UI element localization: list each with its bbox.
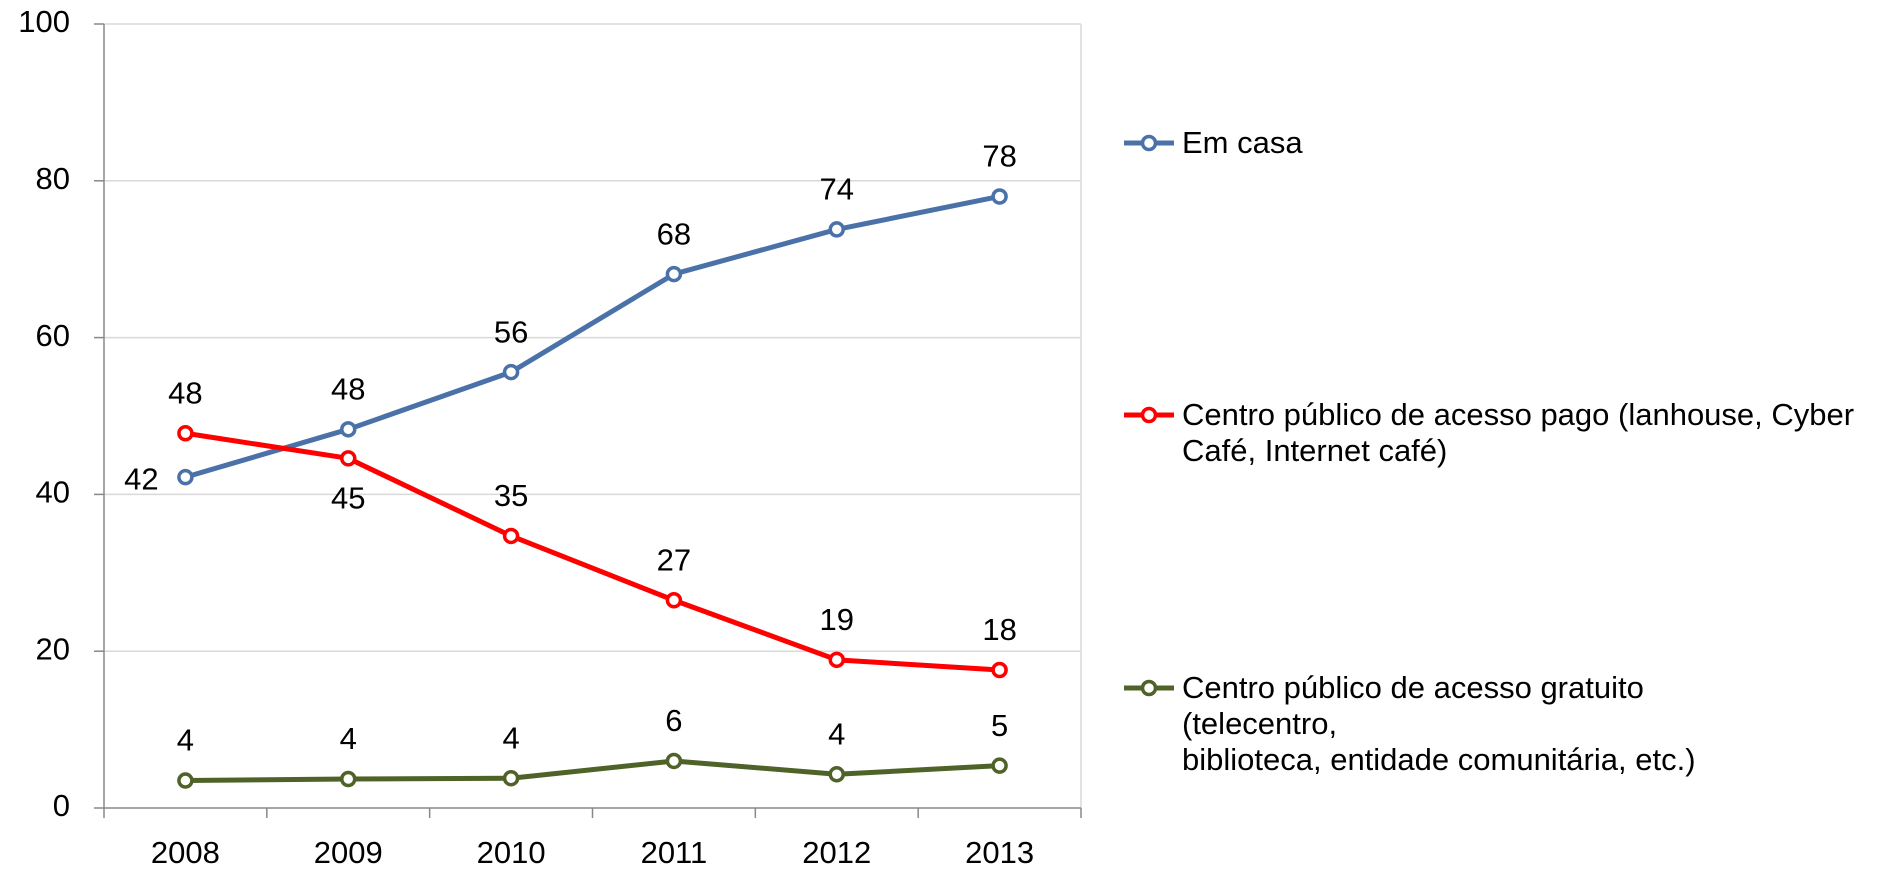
point — [665, 591, 683, 609]
y-tick-label: 100 — [18, 4, 70, 39]
point — [991, 661, 1008, 679]
data-label: 56 — [494, 314, 528, 349]
data-label: 4 — [828, 716, 845, 751]
data-label: 19 — [820, 602, 854, 637]
point — [502, 363, 520, 381]
data-label: 78 — [982, 139, 1016, 174]
point — [828, 651, 845, 669]
point — [177, 468, 194, 486]
data-label: 74 — [820, 172, 854, 207]
data-label: 6 — [665, 703, 682, 738]
data-label: 45 — [331, 481, 365, 516]
x-tick-label: 2010 — [477, 835, 546, 869]
y-tick-label: 0 — [53, 788, 70, 823]
point — [665, 265, 683, 283]
data-label: 4 — [502, 720, 519, 755]
series-line — [185, 758, 1000, 784]
y-tick-label: 60 — [36, 318, 70, 353]
legend-label: Centro público de acesso gratuito (telec… — [1182, 670, 1696, 777]
legend-label: Em casa — [1182, 125, 1303, 160]
point — [177, 424, 194, 442]
y-tick-label: 80 — [36, 161, 70, 196]
x-tick-label: 2011 — [641, 835, 708, 869]
y-tick-label: 20 — [36, 631, 70, 666]
point — [502, 527, 520, 545]
point — [502, 769, 520, 787]
point — [340, 770, 357, 788]
data-label: 48 — [331, 372, 365, 407]
legend-marker — [1140, 679, 1158, 697]
point — [340, 421, 357, 438]
data-label: 48 — [168, 375, 202, 410]
data-label: 18 — [982, 612, 1016, 647]
data-label: 4 — [177, 723, 194, 758]
data-label: 4 — [340, 721, 357, 756]
point — [665, 752, 683, 770]
y-tick-label: 40 — [36, 475, 70, 510]
data-label: 35 — [494, 478, 528, 513]
data-label: 5 — [991, 708, 1008, 743]
point — [340, 450, 357, 467]
point — [828, 221, 845, 238]
data-label: 27 — [657, 542, 691, 577]
legend-marker — [1140, 134, 1158, 152]
legend-marker — [1140, 406, 1158, 424]
data-label: 42 — [124, 461, 158, 496]
point — [991, 757, 1008, 774]
x-tick-label: 2008 — [151, 835, 220, 869]
legend-label: Centro público de acesso pago (lanhouse,… — [1182, 397, 1855, 468]
x-tick-label: 2013 — [965, 835, 1034, 869]
series-line — [184, 194, 1001, 480]
series-line — [185, 430, 1000, 673]
point — [177, 772, 194, 789]
point — [828, 766, 845, 783]
data-label: 68 — [657, 216, 691, 251]
x-tick-label: 2009 — [314, 835, 383, 869]
x-tick-label: 2012 — [802, 835, 871, 869]
point — [991, 188, 1008, 205]
